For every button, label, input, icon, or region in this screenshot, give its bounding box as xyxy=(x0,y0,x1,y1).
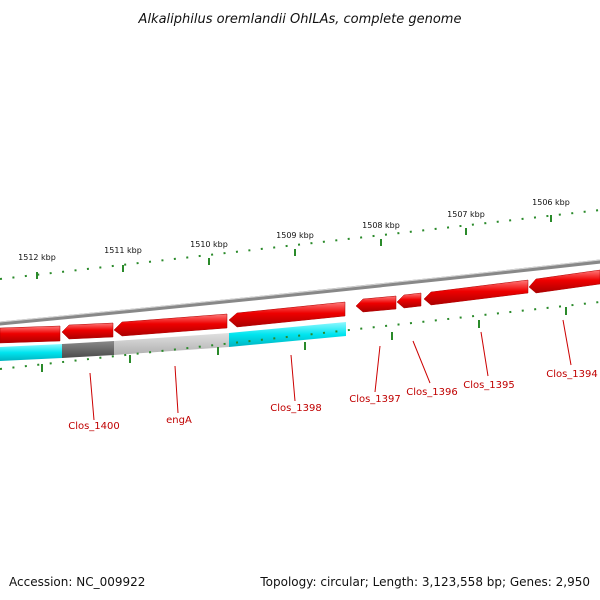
inner-major-ticks xyxy=(41,307,567,372)
gene-leader-line xyxy=(412,340,431,384)
gene-label-clos-1396: Clos_1396 xyxy=(406,387,458,398)
cds-arrow xyxy=(396,292,422,309)
feature-track xyxy=(0,322,346,361)
genome-summary-text: Topology: circular; Length: 3,123,558 bp… xyxy=(259,575,590,589)
cds-arrow xyxy=(0,325,61,344)
accession-text: Accession: NC_009922 xyxy=(9,575,145,589)
cds-arrow xyxy=(423,279,529,306)
outer-major-ticks xyxy=(36,215,552,279)
cds-arrow xyxy=(228,301,346,328)
gene-leader-line xyxy=(174,365,179,414)
outer-minor-ticks xyxy=(0,209,600,280)
cds-arrow xyxy=(528,269,600,294)
gene-leader-line xyxy=(89,372,95,421)
map-title: Alkaliphilus oremlandii OhILAs, complete… xyxy=(138,12,462,27)
feature-block-dark-gray xyxy=(62,341,114,358)
cds-track xyxy=(0,269,600,344)
scale-label-1508: 1508 kbp xyxy=(362,221,400,230)
feature-block-cyan xyxy=(229,322,346,347)
scale-label-1512: 1512 kbp xyxy=(18,253,56,262)
feature-block-cyan xyxy=(0,344,62,361)
gene-leader-line xyxy=(290,354,296,402)
gene-leader-line xyxy=(562,319,572,366)
cds-arrow xyxy=(61,322,114,340)
scale-label-1509: 1509 kbp xyxy=(276,231,314,240)
gene-leader-line xyxy=(480,331,489,377)
outer-scale: 1512 kbp 1511 kbp 1510 kbp 1509 kbp 1508… xyxy=(0,198,600,280)
inner-minor-ticks xyxy=(0,301,600,370)
cds-arrow xyxy=(355,295,397,313)
cds-arrow xyxy=(113,313,228,337)
gene-label-clos-1400: Clos_1400 xyxy=(68,421,120,432)
gene-label-clos-1395: Clos_1395 xyxy=(463,380,515,391)
scale-label-1510: 1510 kbp xyxy=(190,240,228,249)
scale-label-1511: 1511 kbp xyxy=(104,246,142,255)
scale-label-1507: 1507 kbp xyxy=(447,210,485,219)
genome-backbone-highlight xyxy=(0,259,600,323)
scale-label-1506: 1506 kbp xyxy=(532,198,570,207)
inner-scale xyxy=(0,301,600,372)
gene-label-clos-1394: Clos_1394 xyxy=(546,369,598,380)
gene-label-enga: engA xyxy=(166,415,192,426)
gene-labels: Clos_1400 engA Clos_1398 Clos_1397 Clos_… xyxy=(68,319,598,432)
gene-label-clos-1397: Clos_1397 xyxy=(349,394,401,405)
gene-label-clos-1398: Clos_1398 xyxy=(270,403,322,414)
feature-block-light-gray xyxy=(114,333,229,355)
gene-leader-line xyxy=(374,345,381,393)
genome-backbone xyxy=(0,259,600,326)
